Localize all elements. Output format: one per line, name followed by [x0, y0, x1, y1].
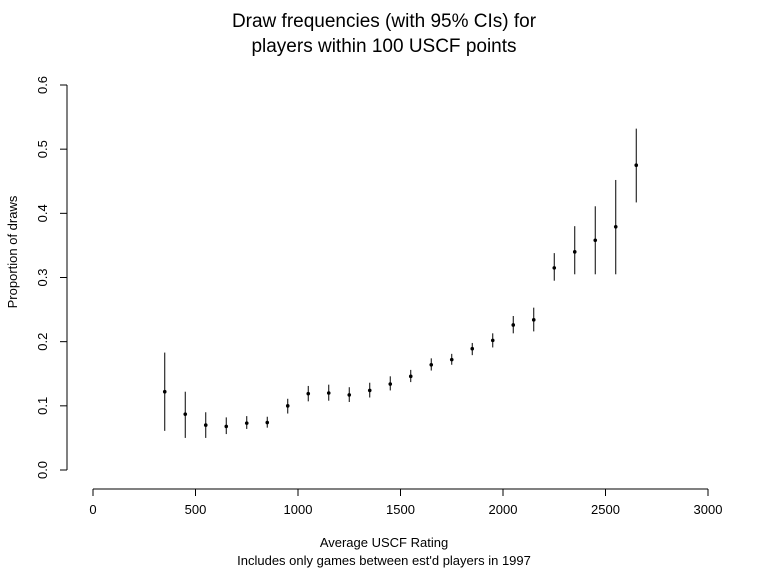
- y-tick-label: 0.4: [35, 204, 50, 222]
- data-point: [388, 382, 393, 386]
- x-tick-label: 500: [185, 502, 207, 517]
- y-tick-label: 0.2: [35, 333, 50, 351]
- data-point: [244, 421, 249, 425]
- x-tick-label: 1500: [386, 502, 415, 517]
- y-axis-label: Proportion of draws: [5, 195, 20, 308]
- data-point: [408, 374, 413, 379]
- x-axis-label: Average USCF Rating: [319, 535, 449, 550]
- x-tick-label: 2000: [489, 502, 518, 517]
- data-point: [183, 412, 188, 416]
- x-tick-label: 3000: [694, 502, 723, 517]
- y-axis: 0.0 0.1 0.2 0.3 0.4 0.5 0.6: [35, 76, 68, 479]
- y-tick-label: 0.5: [35, 140, 50, 158]
- data-point: [367, 388, 372, 393]
- chart-title-line-2: players within 100 USCF points: [251, 36, 517, 57]
- x-tick-label: 0: [89, 502, 96, 517]
- data-point: [162, 389, 167, 394]
- data-point: [326, 391, 331, 395]
- confidence-intervals: [164, 128, 637, 438]
- data-point: [347, 393, 352, 397]
- data-points: [162, 163, 639, 429]
- data-point: [613, 225, 618, 229]
- y-tick-label: 0.6: [35, 76, 50, 94]
- y-tick-label: 0.3: [35, 268, 50, 286]
- x-axis-subtitle: Includes only games between est'd player…: [237, 553, 531, 568]
- data-point: [203, 423, 208, 427]
- y-tick-label: 0.0: [35, 461, 50, 479]
- data-point: [306, 391, 311, 396]
- data-point: [634, 163, 639, 168]
- data-point: [511, 323, 516, 327]
- data-point: [531, 318, 536, 322]
- data-point: [224, 424, 229, 429]
- data-point: [265, 420, 270, 425]
- data-point: [470, 346, 475, 351]
- y-tick-label: 0.1: [35, 397, 50, 415]
- data-point: [572, 250, 577, 254]
- data-point: [593, 238, 598, 243]
- chart-title-line-1: Draw frequencies (with 95% CIs) for: [231, 11, 537, 32]
- data-point: [429, 362, 434, 367]
- data-point: [285, 404, 290, 408]
- data-point: [490, 338, 495, 343]
- data-point: [552, 266, 557, 270]
- x-axis: 0 500 1000 1500 2000 2500 3000: [89, 488, 723, 517]
- x-tick-label: 2500: [591, 502, 620, 517]
- data-point: [449, 357, 454, 362]
- x-tick-label: 1000: [284, 502, 313, 517]
